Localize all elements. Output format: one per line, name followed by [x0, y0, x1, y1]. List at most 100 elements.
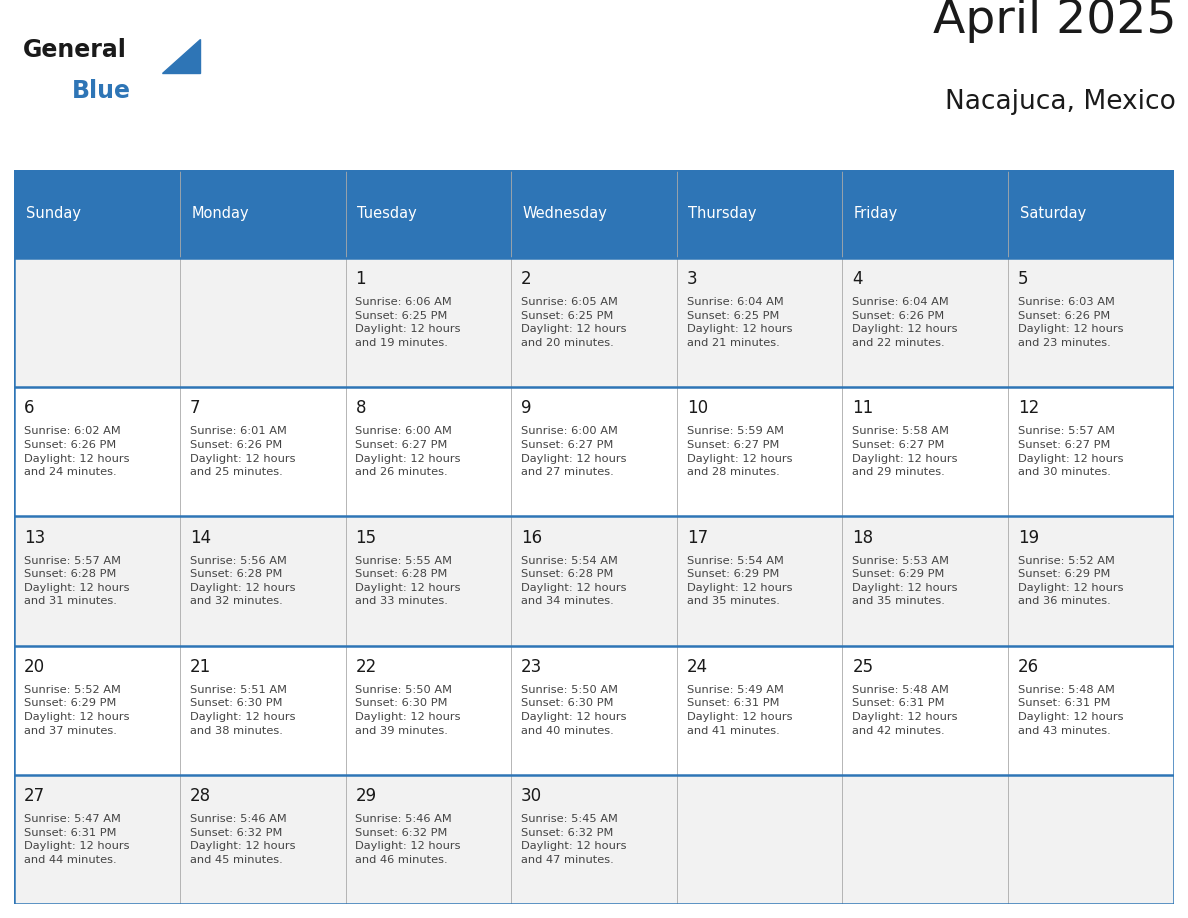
Bar: [677, 645, 842, 775]
Text: 30: 30: [522, 788, 542, 805]
Text: 11: 11: [853, 399, 873, 418]
Text: Sunrise: 6:05 AM
Sunset: 6:25 PM
Daylight: 12 hours
and 20 minutes.: Sunrise: 6:05 AM Sunset: 6:25 PM Dayligh…: [522, 297, 626, 348]
Text: 15: 15: [355, 529, 377, 547]
Text: Sunrise: 5:56 AM
Sunset: 6:28 PM
Daylight: 12 hours
and 32 minutes.: Sunrise: 5:56 AM Sunset: 6:28 PM Dayligh…: [190, 555, 296, 607]
Text: Sunrise: 5:57 AM
Sunset: 6:28 PM
Daylight: 12 hours
and 31 minutes.: Sunrise: 5:57 AM Sunset: 6:28 PM Dayligh…: [24, 555, 129, 607]
Bar: [14, 775, 179, 904]
Text: Sunrise: 5:45 AM
Sunset: 6:32 PM
Daylight: 12 hours
and 47 minutes.: Sunrise: 5:45 AM Sunset: 6:32 PM Dayligh…: [522, 814, 626, 865]
Text: Sunrise: 5:49 AM
Sunset: 6:31 PM
Daylight: 12 hours
and 41 minutes.: Sunrise: 5:49 AM Sunset: 6:31 PM Dayligh…: [687, 685, 792, 735]
Text: 10: 10: [687, 399, 708, 418]
Text: Sunrise: 6:06 AM
Sunset: 6:25 PM
Daylight: 12 hours
and 19 minutes.: Sunrise: 6:06 AM Sunset: 6:25 PM Dayligh…: [355, 297, 461, 348]
Bar: [842, 775, 1009, 904]
Text: Sunrise: 5:54 AM
Sunset: 6:29 PM
Daylight: 12 hours
and 35 minutes.: Sunrise: 5:54 AM Sunset: 6:29 PM Dayligh…: [687, 555, 792, 607]
Text: 9: 9: [522, 399, 531, 418]
Text: Nacajuca, Mexico: Nacajuca, Mexico: [946, 89, 1176, 115]
Bar: [842, 517, 1009, 645]
Polygon shape: [162, 39, 200, 73]
Bar: [677, 387, 842, 517]
Bar: [677, 170, 842, 258]
Text: Saturday: Saturday: [1019, 207, 1086, 221]
Bar: [14, 387, 179, 517]
Bar: [1009, 387, 1174, 517]
Bar: [1009, 170, 1174, 258]
Bar: [511, 258, 677, 387]
Text: Sunrise: 6:02 AM
Sunset: 6:26 PM
Daylight: 12 hours
and 24 minutes.: Sunrise: 6:02 AM Sunset: 6:26 PM Dayligh…: [24, 426, 129, 477]
Bar: [346, 387, 511, 517]
Bar: [14, 170, 179, 258]
Text: 23: 23: [522, 658, 543, 676]
Bar: [346, 645, 511, 775]
Bar: [179, 775, 346, 904]
Text: 26: 26: [1018, 658, 1040, 676]
Text: 2: 2: [522, 270, 532, 288]
Text: Sunrise: 5:57 AM
Sunset: 6:27 PM
Daylight: 12 hours
and 30 minutes.: Sunrise: 5:57 AM Sunset: 6:27 PM Dayligh…: [1018, 426, 1124, 477]
Text: Sunrise: 6:04 AM
Sunset: 6:26 PM
Daylight: 12 hours
and 22 minutes.: Sunrise: 6:04 AM Sunset: 6:26 PM Dayligh…: [853, 297, 958, 348]
Text: Wednesday: Wednesday: [523, 207, 607, 221]
Bar: [511, 387, 677, 517]
Text: 14: 14: [190, 529, 211, 547]
Text: 19: 19: [1018, 529, 1040, 547]
Bar: [1009, 645, 1174, 775]
Text: 27: 27: [24, 788, 45, 805]
Text: 8: 8: [355, 399, 366, 418]
Bar: [14, 517, 179, 645]
Text: 5: 5: [1018, 270, 1029, 288]
Text: 3: 3: [687, 270, 697, 288]
Bar: [346, 170, 511, 258]
Text: 24: 24: [687, 658, 708, 676]
Bar: [511, 645, 677, 775]
Bar: [511, 170, 677, 258]
Text: 16: 16: [522, 529, 542, 547]
Bar: [842, 387, 1009, 517]
Text: Sunrise: 5:46 AM
Sunset: 6:32 PM
Daylight: 12 hours
and 46 minutes.: Sunrise: 5:46 AM Sunset: 6:32 PM Dayligh…: [355, 814, 461, 865]
Text: Sunrise: 6:00 AM
Sunset: 6:27 PM
Daylight: 12 hours
and 27 minutes.: Sunrise: 6:00 AM Sunset: 6:27 PM Dayligh…: [522, 426, 626, 477]
Text: Sunrise: 6:01 AM
Sunset: 6:26 PM
Daylight: 12 hours
and 25 minutes.: Sunrise: 6:01 AM Sunset: 6:26 PM Dayligh…: [190, 426, 296, 477]
Bar: [842, 258, 1009, 387]
Text: Tuesday: Tuesday: [358, 207, 417, 221]
Text: 21: 21: [190, 658, 211, 676]
Text: 6: 6: [24, 399, 34, 418]
Bar: [677, 775, 842, 904]
Bar: [1009, 258, 1174, 387]
Text: Sunrise: 5:52 AM
Sunset: 6:29 PM
Daylight: 12 hours
and 37 minutes.: Sunrise: 5:52 AM Sunset: 6:29 PM Dayligh…: [24, 685, 129, 735]
Bar: [842, 170, 1009, 258]
Bar: [677, 517, 842, 645]
Text: 25: 25: [853, 658, 873, 676]
Text: 1: 1: [355, 270, 366, 288]
Text: Sunrise: 6:03 AM
Sunset: 6:26 PM
Daylight: 12 hours
and 23 minutes.: Sunrise: 6:03 AM Sunset: 6:26 PM Dayligh…: [1018, 297, 1124, 348]
Text: Sunrise: 6:00 AM
Sunset: 6:27 PM
Daylight: 12 hours
and 26 minutes.: Sunrise: 6:00 AM Sunset: 6:27 PM Dayligh…: [355, 426, 461, 477]
Text: Monday: Monday: [191, 207, 249, 221]
Text: April 2025: April 2025: [933, 0, 1176, 42]
Bar: [179, 170, 346, 258]
Text: Sunrise: 5:54 AM
Sunset: 6:28 PM
Daylight: 12 hours
and 34 minutes.: Sunrise: 5:54 AM Sunset: 6:28 PM Dayligh…: [522, 555, 626, 607]
Text: Sunrise: 5:51 AM
Sunset: 6:30 PM
Daylight: 12 hours
and 38 minutes.: Sunrise: 5:51 AM Sunset: 6:30 PM Dayligh…: [190, 685, 296, 735]
Bar: [179, 517, 346, 645]
Text: Blue: Blue: [71, 79, 131, 103]
Text: Sunrise: 5:47 AM
Sunset: 6:31 PM
Daylight: 12 hours
and 44 minutes.: Sunrise: 5:47 AM Sunset: 6:31 PM Dayligh…: [24, 814, 129, 865]
Bar: [677, 258, 842, 387]
Text: Sunrise: 5:53 AM
Sunset: 6:29 PM
Daylight: 12 hours
and 35 minutes.: Sunrise: 5:53 AM Sunset: 6:29 PM Dayligh…: [853, 555, 958, 607]
Bar: [1009, 775, 1174, 904]
Text: General: General: [23, 39, 126, 62]
Bar: [511, 775, 677, 904]
Text: 20: 20: [24, 658, 45, 676]
Text: Sunrise: 5:46 AM
Sunset: 6:32 PM
Daylight: 12 hours
and 45 minutes.: Sunrise: 5:46 AM Sunset: 6:32 PM Dayligh…: [190, 814, 296, 865]
Text: Sunrise: 5:55 AM
Sunset: 6:28 PM
Daylight: 12 hours
and 33 minutes.: Sunrise: 5:55 AM Sunset: 6:28 PM Dayligh…: [355, 555, 461, 607]
Bar: [14, 645, 179, 775]
Bar: [179, 645, 346, 775]
Text: 4: 4: [853, 270, 862, 288]
Text: Thursday: Thursday: [688, 207, 757, 221]
Bar: [346, 517, 511, 645]
Bar: [346, 775, 511, 904]
Text: 28: 28: [190, 788, 211, 805]
Bar: [842, 645, 1009, 775]
Text: 7: 7: [190, 399, 201, 418]
Bar: [179, 387, 346, 517]
Bar: [511, 517, 677, 645]
Text: 17: 17: [687, 529, 708, 547]
Bar: [1009, 517, 1174, 645]
Text: 22: 22: [355, 658, 377, 676]
Text: Friday: Friday: [854, 207, 898, 221]
Text: Sunrise: 6:04 AM
Sunset: 6:25 PM
Daylight: 12 hours
and 21 minutes.: Sunrise: 6:04 AM Sunset: 6:25 PM Dayligh…: [687, 297, 792, 348]
Text: Sunrise: 5:48 AM
Sunset: 6:31 PM
Daylight: 12 hours
and 42 minutes.: Sunrise: 5:48 AM Sunset: 6:31 PM Dayligh…: [853, 685, 958, 735]
